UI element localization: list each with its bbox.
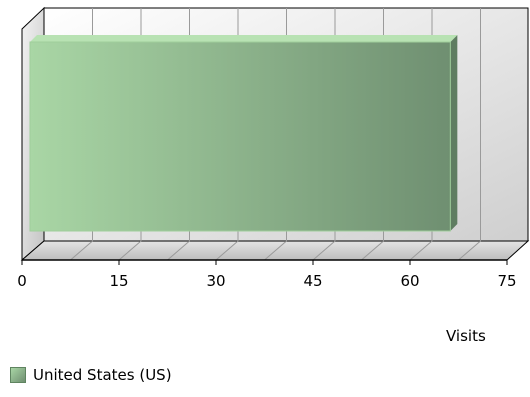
x-tick-label: 75 [497,272,516,290]
x-tick-label: 0 [17,272,27,290]
floor-gridline [70,240,93,261]
floor-gridline [361,240,384,261]
x-tick-label: 45 [303,272,322,290]
x-axis-label: Visits [446,327,486,345]
bar-united-states [29,41,451,232]
x-tick-label: 15 [109,272,128,290]
legend: United States (US) [10,366,172,384]
floor-gridline [167,240,190,261]
bar-side [450,35,458,231]
floor-gridline [215,240,239,261]
floor-gridline [458,240,481,261]
legend-label: United States (US) [33,366,172,384]
floor-gridline [409,240,433,261]
floor-gridline [264,240,287,261]
floor-gridline [312,240,336,261]
floor-gridline [118,240,142,261]
x-tick-label: 60 [400,272,419,290]
x-tick-label: 30 [206,272,225,290]
legend-swatch [10,367,26,383]
bar-top [30,35,458,42]
